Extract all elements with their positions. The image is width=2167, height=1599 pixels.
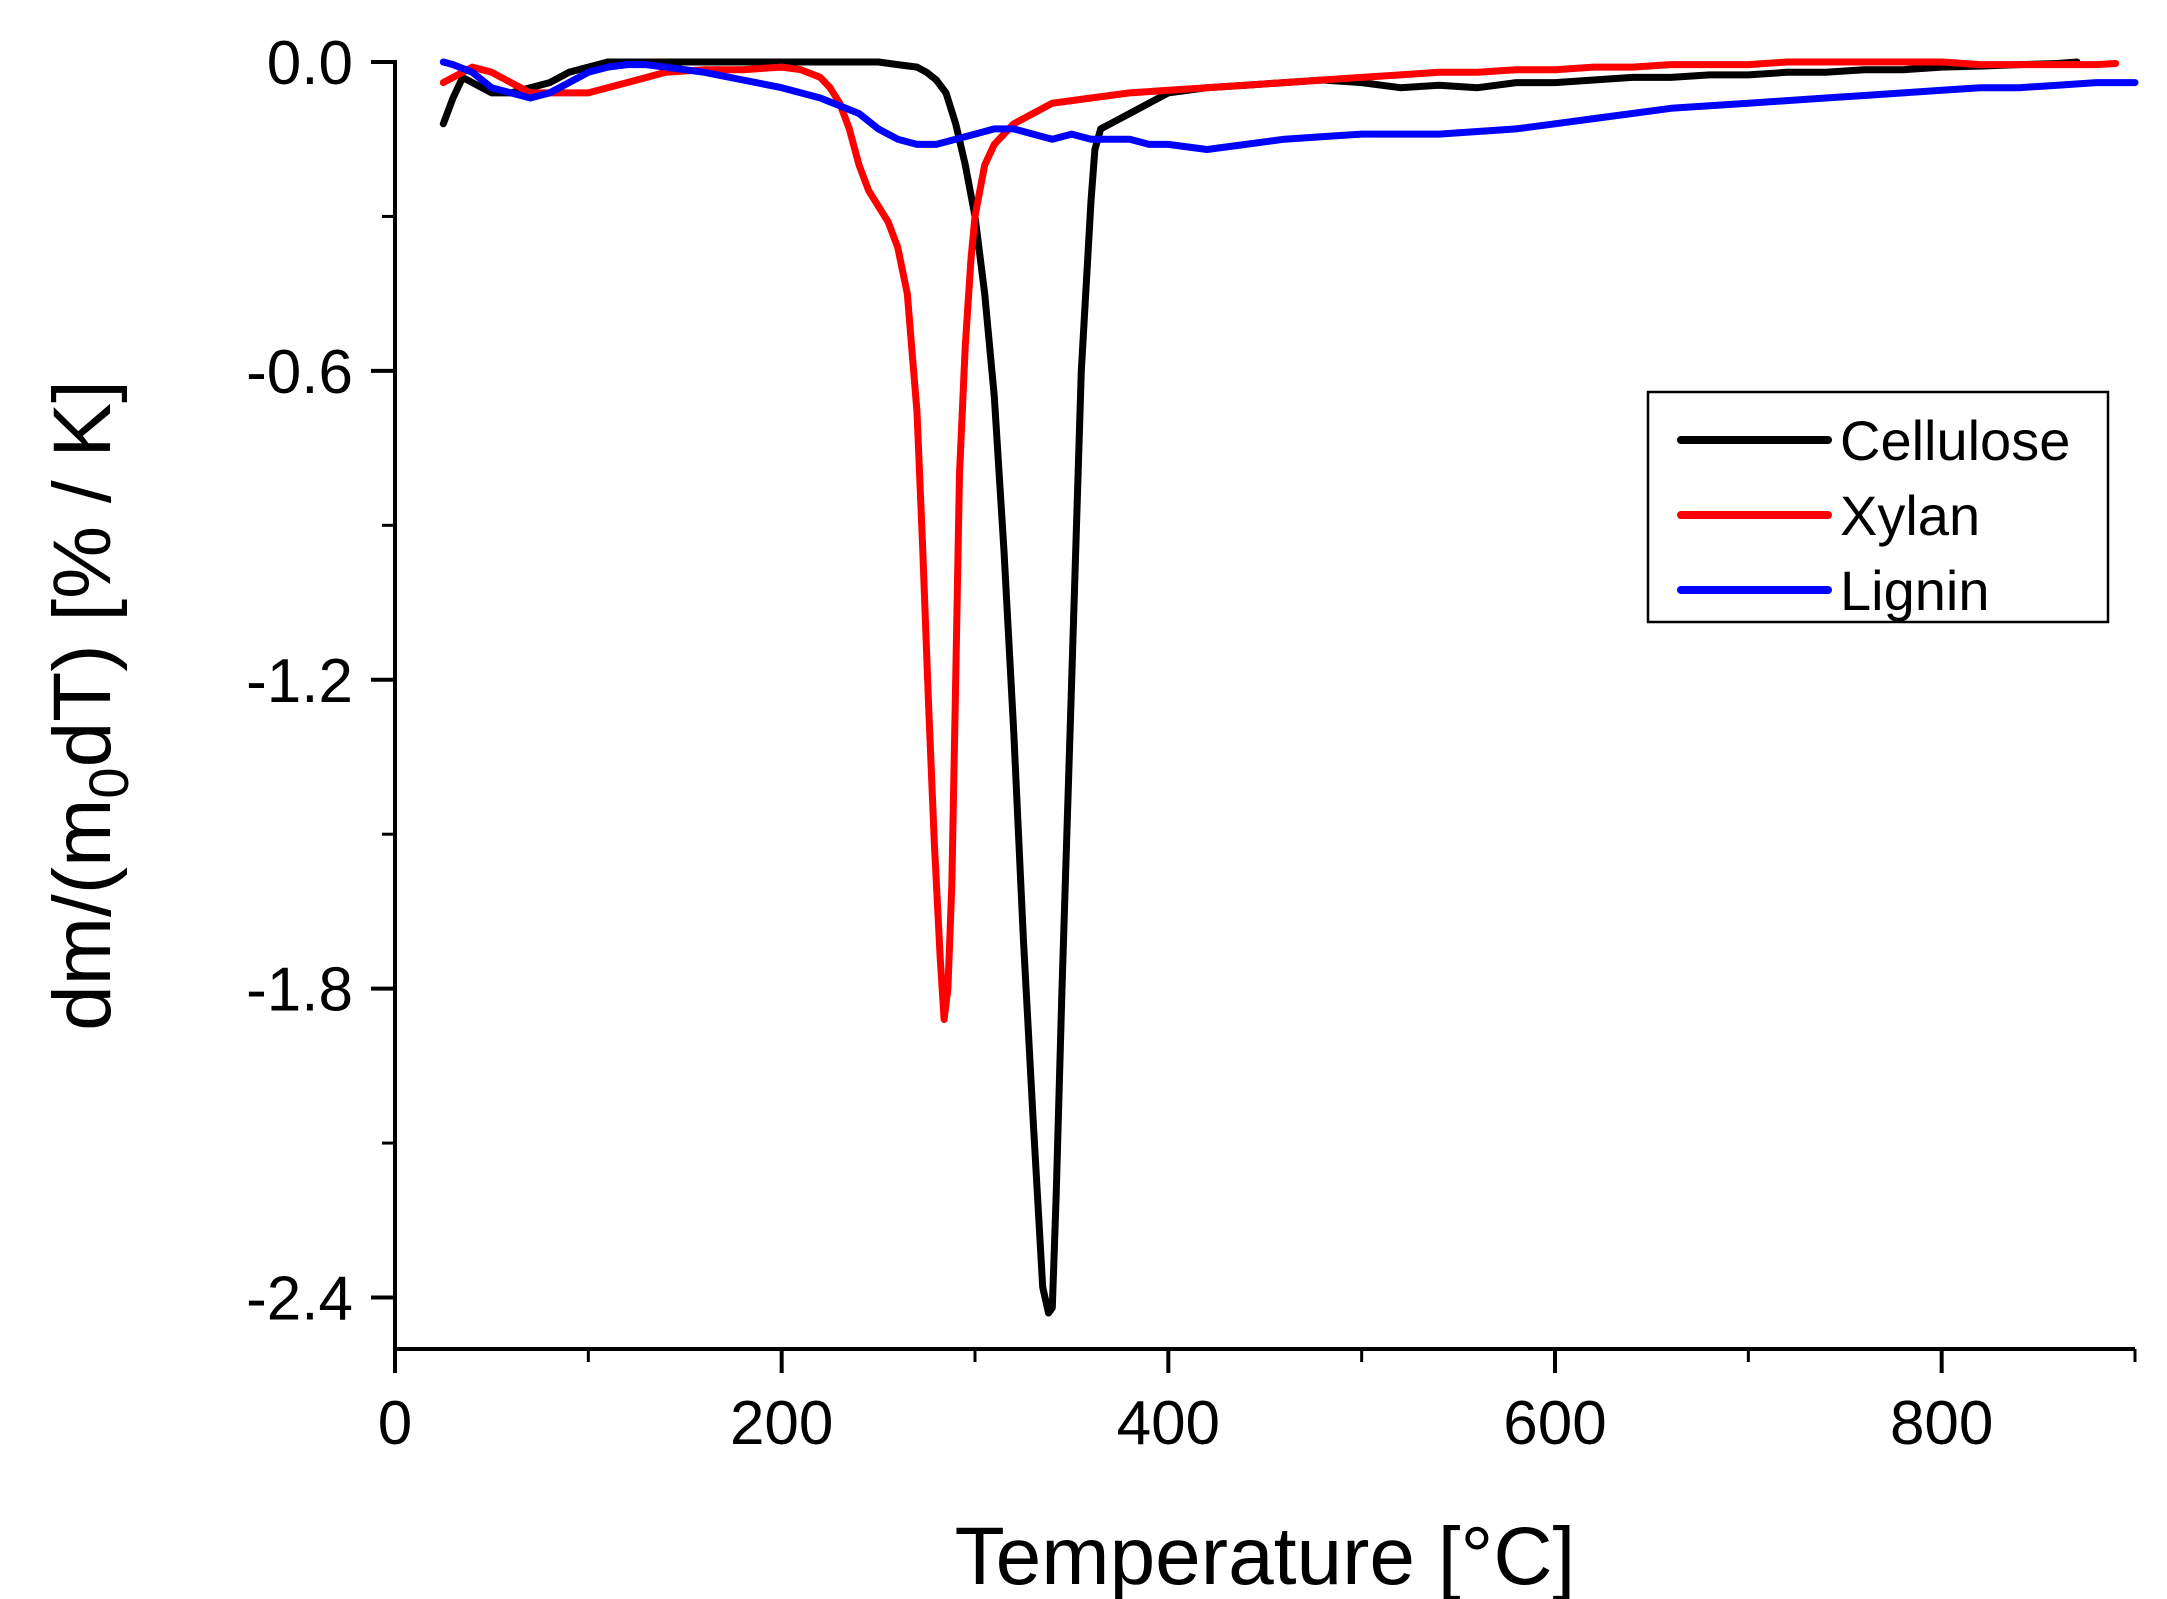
legend-items: Cellulose Xylan Lignin: [1677, 409, 2070, 622]
series-line-lignin: [439, 58, 2139, 153]
x-axis-title: Temperature [°C]: [955, 1511, 1576, 1599]
ticks-layer: 0 200 400 600 800 0.0 -0.6 -1.2 -1.8 -2.4: [246, 29, 2137, 1458]
legend-label-cellulose: Cellulose: [1840, 409, 2070, 472]
y-tick-label: -1.2: [246, 647, 353, 716]
y-axis-title-tail: dT) [% / K]: [37, 380, 128, 767]
legend-label-lignin: Lignin: [1840, 559, 1989, 622]
y-axis-title-subscript: 0: [77, 767, 140, 798]
legend: Cellulose Xylan Lignin: [1646, 390, 2110, 624]
y-tick-label: -0.6: [246, 338, 353, 407]
y-axis-title-main: dm/(m: [37, 799, 128, 1031]
x-tick-label: 0: [378, 1389, 412, 1458]
legend-label-xylan: Xylan: [1840, 484, 1980, 547]
y-tick-label: -1.8: [246, 956, 353, 1025]
axes-layer: [393, 60, 2135, 1351]
series-line-xylan: [439, 58, 2120, 1023]
y-axis-title: dm/(m0dT) [% / K]: [37, 380, 140, 1031]
y-tick-label: 0.0: [267, 29, 353, 98]
x-tick-label: 600: [1503, 1389, 1606, 1458]
series-layer: [439, 58, 2139, 1317]
y-tick-label: -2.4: [246, 1265, 353, 1334]
x-tick-label: 800: [1890, 1389, 1993, 1458]
x-tick-label: 200: [730, 1389, 833, 1458]
x-tick-label: 400: [1117, 1389, 1220, 1458]
legend-box: [1646, 390, 2110, 624]
